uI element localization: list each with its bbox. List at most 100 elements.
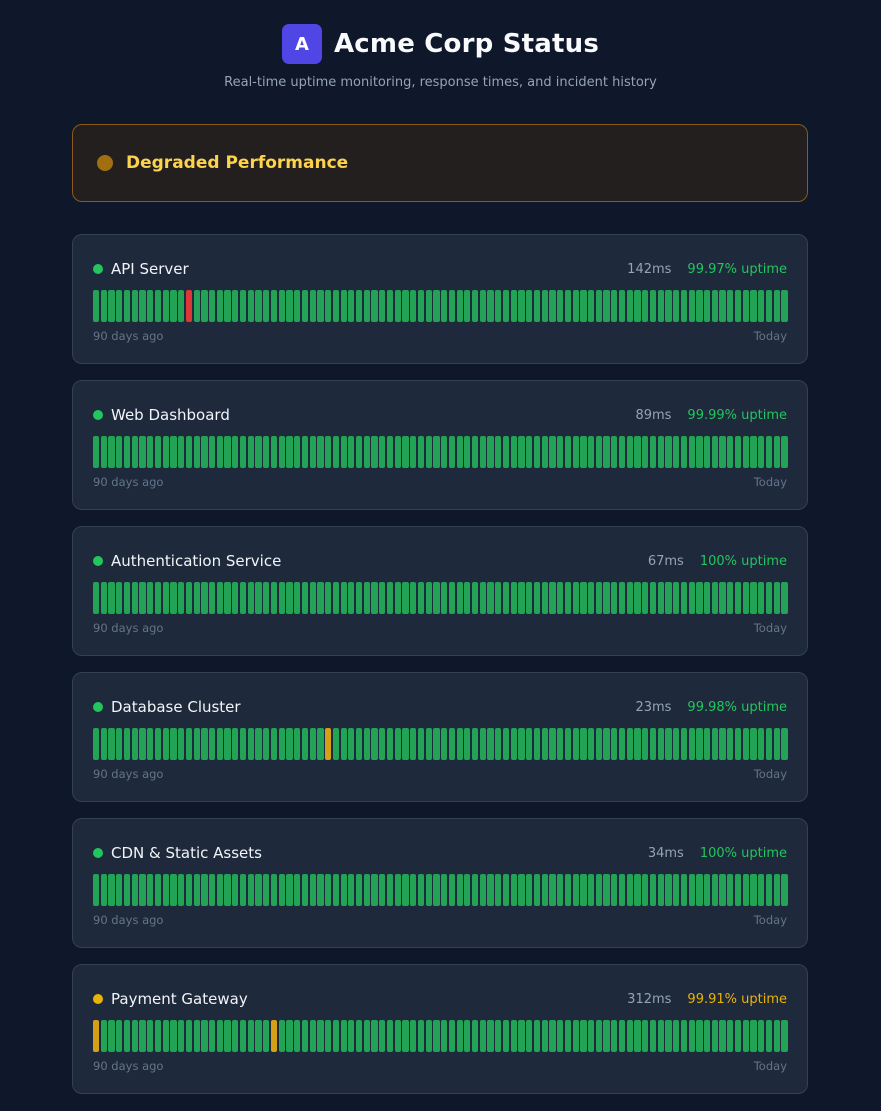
uptime-day-bar[interactable] — [278, 290, 285, 322]
uptime-day-bar[interactable] — [781, 1020, 788, 1052]
uptime-day-bar[interactable] — [773, 582, 780, 614]
uptime-day-bar[interactable] — [433, 728, 440, 760]
uptime-day-bar[interactable] — [123, 1020, 131, 1052]
uptime-day-bar[interactable] — [371, 436, 378, 468]
uptime-day-bar[interactable] — [742, 290, 749, 322]
uptime-day-bar[interactable] — [526, 874, 533, 906]
uptime-day-bar[interactable] — [394, 1020, 401, 1052]
uptime-day-bar[interactable] — [139, 1020, 146, 1052]
uptime-day-bar[interactable] — [294, 874, 301, 906]
uptime-day-bar[interactable] — [665, 436, 672, 468]
uptime-day-bar[interactable] — [185, 436, 193, 468]
uptime-day-bar[interactable] — [680, 1020, 688, 1052]
uptime-day-bar[interactable] — [410, 436, 417, 468]
uptime-day-bar[interactable] — [355, 874, 363, 906]
uptime-day-bar[interactable] — [665, 874, 672, 906]
uptime-day-bar[interactable] — [495, 728, 502, 760]
uptime-day-bar[interactable] — [100, 436, 107, 468]
uptime-day-bar[interactable] — [750, 582, 757, 614]
uptime-day-bar[interactable] — [270, 728, 278, 760]
uptime-day-bar[interactable] — [402, 436, 409, 468]
uptime-day-bar[interactable] — [642, 1020, 649, 1052]
uptime-day-bar[interactable] — [758, 874, 765, 906]
uptime-day-bar[interactable] — [688, 290, 695, 322]
uptime-day-bar[interactable] — [734, 728, 742, 760]
uptime-day-bar[interactable] — [108, 290, 115, 322]
uptime-day-bar[interactable] — [564, 436, 572, 468]
uptime-day-bar[interactable] — [394, 728, 401, 760]
incident-day-bar[interactable] — [185, 290, 193, 322]
uptime-day-bar[interactable] — [255, 582, 262, 614]
uptime-day-bar[interactable] — [642, 290, 649, 322]
service-card[interactable]: API Server 142ms 99.97% uptime 90 days ago T… — [72, 234, 808, 364]
uptime-day-bar[interactable] — [572, 728, 579, 760]
uptime-day-bar[interactable] — [510, 728, 517, 760]
uptime-day-bar[interactable] — [448, 728, 456, 760]
uptime-day-bar[interactable] — [611, 290, 618, 322]
uptime-day-bar[interactable] — [510, 582, 517, 614]
uptime-day-bar[interactable] — [727, 582, 734, 614]
uptime-day-bar[interactable] — [247, 874, 254, 906]
uptime-day-bar[interactable] — [139, 290, 146, 322]
uptime-day-bar[interactable] — [100, 290, 107, 322]
uptime-day-bar[interactable] — [139, 728, 146, 760]
uptime-day-bar[interactable] — [294, 1020, 301, 1052]
uptime-day-bar[interactable] — [255, 874, 262, 906]
uptime-day-bar[interactable] — [734, 874, 742, 906]
uptime-day-bar[interactable] — [371, 874, 378, 906]
uptime-day-bar[interactable] — [595, 874, 602, 906]
uptime-day-bar[interactable] — [325, 874, 332, 906]
uptime-day-bar[interactable] — [479, 874, 486, 906]
uptime-day-bar[interactable] — [224, 1020, 231, 1052]
uptime-day-bar[interactable] — [332, 582, 339, 614]
uptime-day-bar[interactable] — [704, 582, 711, 614]
uptime-day-bar[interactable] — [549, 874, 556, 906]
uptime-day-bar[interactable] — [711, 290, 718, 322]
uptime-day-bar[interactable] — [456, 436, 463, 468]
uptime-day-bar[interactable] — [123, 728, 131, 760]
uptime-day-bar[interactable] — [479, 728, 486, 760]
uptime-day-bar[interactable] — [147, 290, 154, 322]
uptime-day-bar[interactable] — [255, 728, 262, 760]
uptime-day-bar[interactable] — [294, 582, 301, 614]
uptime-day-bar[interactable] — [456, 290, 463, 322]
uptime-day-bar[interactable] — [263, 1020, 270, 1052]
uptime-day-bar[interactable] — [232, 290, 239, 322]
uptime-day-bar[interactable] — [595, 436, 602, 468]
uptime-day-bar[interactable] — [758, 1020, 765, 1052]
uptime-day-bar[interactable] — [93, 290, 100, 322]
uptime-day-bar[interactable] — [657, 290, 664, 322]
uptime-day-bar[interactable] — [209, 1020, 216, 1052]
uptime-day-bar[interactable] — [131, 1020, 138, 1052]
uptime-day-bar[interactable] — [665, 728, 672, 760]
uptime-day-bar[interactable] — [301, 436, 309, 468]
uptime-day-bar[interactable] — [209, 582, 216, 614]
uptime-day-bar[interactable] — [178, 874, 185, 906]
uptime-day-bar[interactable] — [386, 1020, 394, 1052]
uptime-day-bar[interactable] — [518, 582, 525, 614]
uptime-day-bar[interactable] — [410, 874, 417, 906]
uptime-day-bar[interactable] — [108, 436, 115, 468]
uptime-day-bar[interactable] — [147, 582, 154, 614]
uptime-day-bar[interactable] — [425, 436, 432, 468]
uptime-day-bar[interactable] — [657, 728, 664, 760]
uptime-day-bar[interactable] — [355, 1020, 363, 1052]
uptime-day-bar[interactable] — [471, 728, 479, 760]
uptime-day-bar[interactable] — [162, 290, 169, 322]
uptime-day-bar[interactable] — [355, 436, 363, 468]
uptime-day-bar[interactable] — [185, 582, 193, 614]
uptime-day-bar[interactable] — [618, 290, 626, 322]
uptime-day-bar[interactable] — [402, 290, 409, 322]
uptime-day-bar[interactable] — [634, 582, 641, 614]
uptime-day-bar[interactable] — [123, 436, 131, 468]
uptime-day-bar[interactable] — [371, 1020, 378, 1052]
uptime-day-bar[interactable] — [564, 290, 572, 322]
uptime-day-bar[interactable] — [309, 582, 316, 614]
uptime-day-bar[interactable] — [209, 728, 216, 760]
uptime-day-bar[interactable] — [178, 728, 185, 760]
uptime-day-bar[interactable] — [618, 874, 626, 906]
uptime-day-bar[interactable] — [626, 1020, 633, 1052]
uptime-day-bar[interactable] — [325, 582, 332, 614]
uptime-day-bar[interactable] — [170, 1020, 177, 1052]
uptime-day-bar[interactable] — [386, 436, 394, 468]
